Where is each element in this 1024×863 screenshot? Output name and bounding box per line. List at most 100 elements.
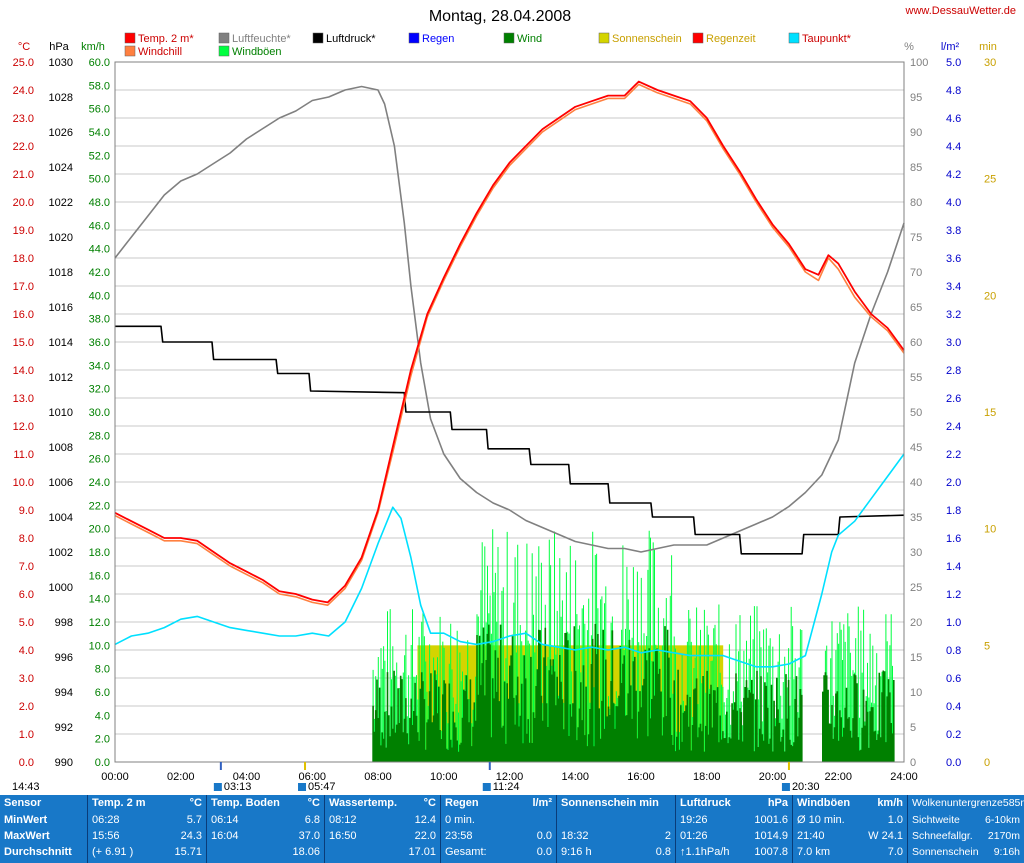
rain-tick-label: 0.8 <box>946 645 961 657</box>
rain-tick-label: 1.8 <box>946 505 961 517</box>
stats-cell-min <box>561 812 671 828</box>
x-tick-label: 02:00 <box>167 771 195 783</box>
rain-tick-label: 2.0 <box>946 477 961 489</box>
wind-tick-label: 22.0 <box>89 500 110 512</box>
legend-swatch <box>124 32 136 44</box>
astro-time-label: 20:30 <box>792 781 820 793</box>
press-tick-label: 1008 <box>49 442 73 454</box>
x-tick-label: 20:00 <box>759 771 787 783</box>
plot-frame <box>114 61 905 763</box>
sunmin-tick-label: 15 <box>984 407 996 419</box>
press-tick-label: 1012 <box>49 372 73 384</box>
stats-col-soil: Temp. Boden °C 06:14 6.8 16:04 37.0 18.06 <box>207 795 325 863</box>
legend-swatch <box>408 32 420 44</box>
series-luftfeuchte <box>114 85 905 553</box>
wind-unit: km/h <box>81 41 105 53</box>
wind-tick-label: 24.0 <box>89 477 110 489</box>
stats-label-min: MinWert <box>4 814 48 826</box>
legend: Temp. 2 m*Windchill Luftfeuchte*Windböen L… <box>124 32 852 58</box>
rain-tick-label: 0.4 <box>946 701 961 713</box>
rain-tick-label: 0.0 <box>946 757 961 769</box>
sunrise-icon <box>298 783 307 791</box>
press-tick-label: 998 <box>55 617 73 629</box>
press-tick-label: 994 <box>55 687 73 699</box>
temp-unit: °C <box>18 41 30 53</box>
press-tick-label: 990 <box>55 757 73 769</box>
temp-tick-label: 21.0 <box>13 169 34 181</box>
stats-sunshine-total: Sonnenschein 9:16h <box>912 846 1020 858</box>
wind-tick-label: 52.0 <box>89 150 110 162</box>
wind-tick-label: 12.0 <box>89 617 110 629</box>
stats-col-header: Regen l/m² <box>445 797 552 809</box>
legend-swatch <box>218 32 230 44</box>
wind-series <box>372 529 895 762</box>
legend-label: Wind <box>517 33 542 45</box>
rain-tick-label: 4.0 <box>946 197 961 209</box>
x-tick-label: 06:00 <box>298 771 326 783</box>
wind-tick-label: 42.0 <box>89 267 110 279</box>
rain-tick-label: 0.6 <box>946 673 961 685</box>
wind-tick-label: 56.0 <box>89 104 110 116</box>
stats-cell-min: 08:12 12.4 <box>329 814 436 826</box>
hum-tick-label: 70 <box>910 267 922 279</box>
press-tick-label: 996 <box>55 652 73 664</box>
series-windchill <box>114 83 905 606</box>
rain-tick-label: 1.0 <box>946 617 961 629</box>
stats-cell-avg: 9:16 h 0.8 <box>561 846 671 858</box>
hum-tick-label: 80 <box>910 197 922 209</box>
rain-tick-label: 1.6 <box>946 533 961 545</box>
legend-swatch <box>312 32 324 44</box>
stats-col-water: Wassertemp. °C 08:12 12.4 16:50 22.0 17.01 <box>325 795 441 863</box>
temp-tick-label: 19.0 <box>13 225 34 237</box>
hum-tick-label: 40 <box>910 477 922 489</box>
temp-tick-label: 24.0 <box>13 85 34 97</box>
wind-tick-label: 18.0 <box>89 547 110 559</box>
temp-tick-label: 14.0 <box>13 365 34 377</box>
temp-tick-label: 25.0 <box>13 57 34 69</box>
stats-col-header: Wassertemp. °C <box>329 797 436 809</box>
wind-tick-label: 10.0 <box>89 640 110 652</box>
temp-tick-label: 5.0 <box>19 617 34 629</box>
stats-labels: Sensor MinWert MaxWert Durchschnitt <box>0 795 88 863</box>
rain-tick-label: 3.0 <box>946 337 961 349</box>
rain-tick-label: 2.6 <box>946 393 961 405</box>
stats-col-temp: Temp. 2 m °C 06:28 5.7 15:56 24.3 (+ 6.91 )… <box>88 795 207 863</box>
legend-swatch <box>598 32 610 44</box>
stats-cell-min: 06:14 6.8 <box>211 814 320 826</box>
press-tick-label: 1018 <box>49 267 73 279</box>
stats-cell-min: 0 min. <box>445 814 475 826</box>
temp-tick-label: 16.0 <box>13 309 34 321</box>
stats-cell-max: 16:04 37.0 <box>211 830 320 842</box>
wind-tick-label: 8.0 <box>95 664 110 676</box>
rain-tick-label: 2.8 <box>946 365 961 377</box>
stats-cell-avg: 17.01 <box>408 846 436 858</box>
hum-tick-label: 75 <box>910 232 922 244</box>
temp-tick-label: 17.0 <box>13 281 34 293</box>
press-tick-label: 1004 <box>49 512 73 524</box>
sun-unit: min <box>979 41 997 53</box>
hum-tick-label: 55 <box>910 372 922 384</box>
weather-chart: Montag, 28.04.2008 www.DessauWetter.de T… <box>12 5 1016 793</box>
rain-tick-label: 3.6 <box>946 253 961 265</box>
moonrise-icon <box>213 783 222 791</box>
astro-time-label: 11:24 <box>493 781 520 793</box>
wind-tick-label: 38.0 <box>89 314 110 326</box>
stats-cell-max: 16:50 22.0 <box>329 830 436 842</box>
stats-cell-min: 06:28 5.7 <box>92 814 202 826</box>
wind-tick-label: 48.0 <box>89 197 110 209</box>
press-tick-label: 1020 <box>49 232 73 244</box>
rain-tick-label: 1.2 <box>946 589 961 601</box>
hum-tick-label: 0 <box>910 757 916 769</box>
sunmin-tick-label: 30 <box>984 57 996 69</box>
press-tick-label: 1028 <box>49 92 73 104</box>
rain-tick-label: 4.6 <box>946 113 961 125</box>
wind-tick-label: 46.0 <box>89 220 110 232</box>
x-tick-label: 24:00 <box>890 771 918 783</box>
x-tick-label: 10:00 <box>430 771 458 783</box>
stats-cell-min: 19:26 1001.6 <box>680 814 788 826</box>
temp-tick-label: 0.0 <box>19 757 34 769</box>
site-link[interactable]: www.DessauWetter.de <box>905 5 1016 17</box>
temp-tick-label: 18.0 <box>13 253 34 265</box>
axis-ticks: 0.0 1.0 2.0 3.0 4.0 5.0 6.0 7.0 8.0 9.0 10.0 11.0 12… <box>13 57 997 783</box>
stats-header-sensor: Sensor <box>4 797 42 809</box>
